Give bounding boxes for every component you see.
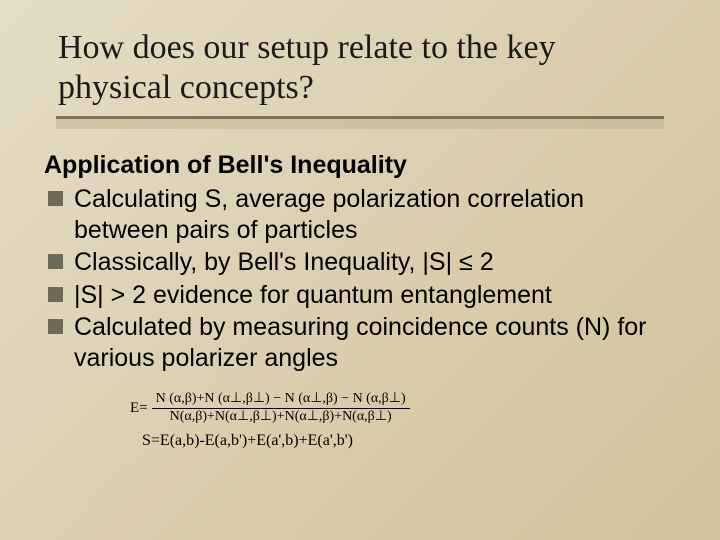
fraction-denominator: N(α,β)+N(α⊥,β⊥)+N(α⊥,β)+N(α,β⊥) xyxy=(152,409,410,426)
list-item: Calculated by measuring coincidence coun… xyxy=(44,312,668,373)
list-item: |S| > 2 evidence for quantum entanglemen… xyxy=(44,280,668,311)
list-item: Calculating S, average polarization corr… xyxy=(44,184,668,245)
title-underline-shadow xyxy=(56,119,664,129)
e-equation: E= N (α,β)+N (α⊥,β⊥) − N (α⊥,β) − N (α,β… xyxy=(130,391,668,426)
formula-block: E= N (α,β)+N (α⊥,β⊥) − N (α⊥,β) − N (α,β… xyxy=(130,391,668,450)
list-item: Classically, by Bell's Inequality, |S| ≤… xyxy=(44,247,668,278)
slide: How does our setup relate to the key phy… xyxy=(0,0,720,540)
s-equation: S=E(a,b)-E(a,b')+E(a',b)+E(a',b') xyxy=(142,432,668,450)
fraction: N (α,β)+N (α⊥,β⊥) − N (α⊥,β) − N (α,β⊥) … xyxy=(152,391,410,426)
fraction-numerator: N (α,β)+N (α⊥,β⊥) − N (α⊥,β) − N (α,β⊥) xyxy=(152,391,410,409)
bullet-list: Calculating S, average polarization corr… xyxy=(52,184,668,373)
slide-title: How does our setup relate to the key phy… xyxy=(58,28,668,108)
equation-lhs: E= xyxy=(130,400,148,417)
section-heading: Application of Bell's Inequality xyxy=(44,151,668,180)
